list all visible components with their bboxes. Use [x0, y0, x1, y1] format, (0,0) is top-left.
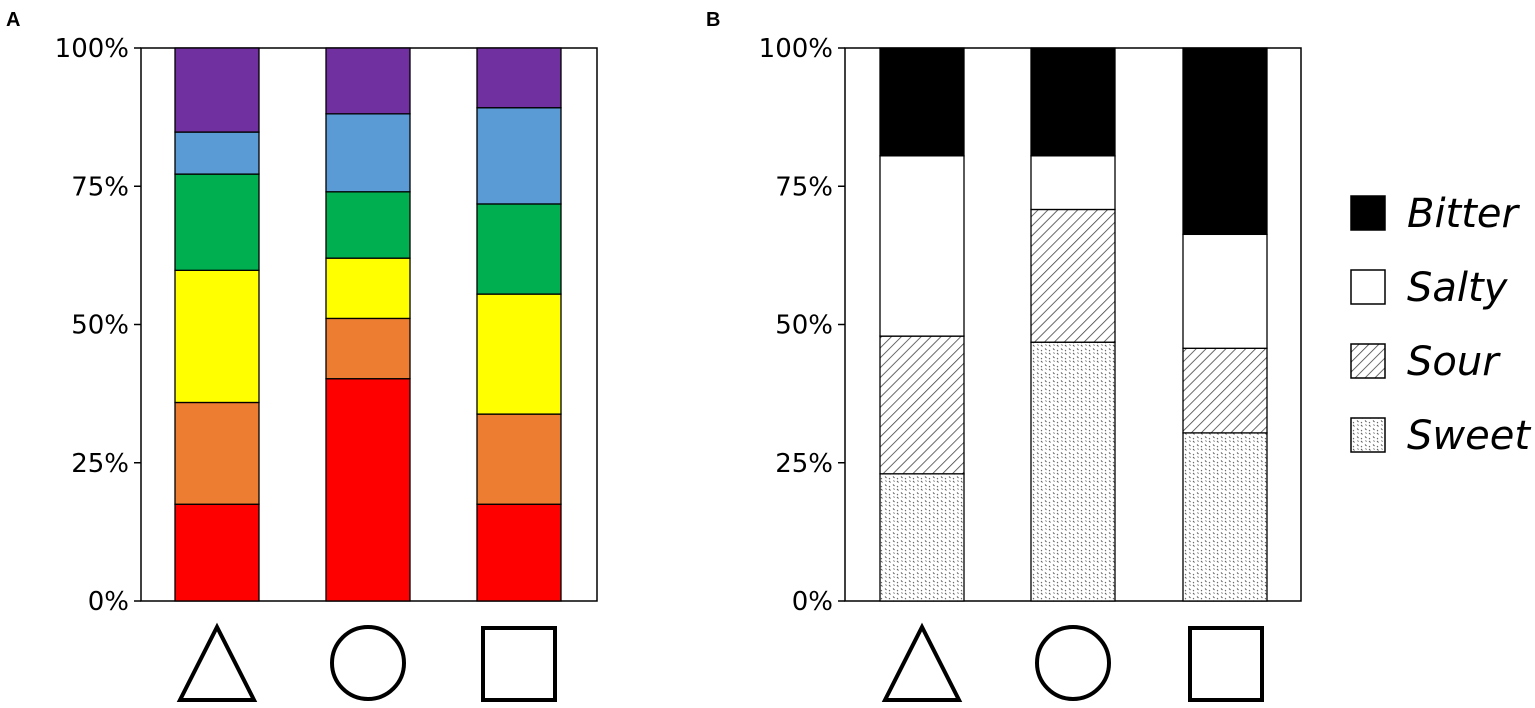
bar-segment [325, 317, 411, 380]
panel-a-label: A [6, 9, 20, 31]
bar-segment [325, 47, 411, 115]
y-tick-label: 75% [71, 172, 129, 202]
bars-b [879, 47, 1268, 602]
legend-label: Bitter [1407, 191, 1521, 237]
y-tick-label: 75% [775, 172, 833, 202]
bars-a [174, 47, 562, 602]
bar-segment [174, 269, 260, 404]
bar-segment [174, 131, 260, 175]
legend-swatch [1350, 343, 1386, 379]
bar-segment [1182, 233, 1268, 349]
bar-segment [1030, 341, 1116, 602]
y-axis-b: 0% 25% 50% 75% 100% [759, 34, 845, 617]
y-tick-label: 50% [775, 311, 833, 341]
y-tick-label: 0% [88, 587, 129, 617]
bar-segment [879, 473, 965, 602]
bar-segment [476, 203, 562, 295]
legend-label: Sweet [1407, 413, 1531, 459]
x-axis-b [881, 622, 1264, 702]
bar-segment [1030, 155, 1116, 211]
bar-segment [476, 413, 562, 505]
bar-segment [879, 335, 965, 475]
square-icon [481, 626, 557, 702]
legend-swatch [1350, 417, 1386, 453]
bar-segment [476, 47, 562, 109]
panel-a: A 0% 25% 50% 75% 100% [6, 9, 598, 702]
panel-b: B 0% 25% 50% 75% 100% Bitter Salty Sour Sweet [706, 9, 1531, 702]
bar-segment [1182, 47, 1268, 236]
bar-segment [1030, 208, 1116, 343]
bar-segment [174, 173, 260, 271]
bar-segment [879, 47, 965, 157]
bar-segment [325, 191, 411, 259]
legend: Bitter Salty Sour Sweet [1350, 191, 1531, 459]
legend-label: Sour [1407, 339, 1501, 385]
legend-swatch [1350, 195, 1386, 231]
bar-segment [174, 503, 260, 602]
circle-icon [330, 625, 406, 701]
y-axis-a: 0% 25% 50% 75% 100% [55, 34, 141, 617]
bar-segment [1030, 47, 1116, 157]
y-tick-label: 50% [71, 311, 129, 341]
bar-segment [1182, 347, 1268, 434]
bar-segment [879, 155, 965, 337]
bar-segment [325, 257, 411, 320]
x-axis-a [176, 622, 557, 702]
panel-b-label: B [706, 9, 720, 31]
y-tick-label: 0% [792, 587, 833, 617]
bar-segment [476, 503, 562, 602]
bar-segment [174, 47, 260, 133]
triangle-icon [881, 622, 963, 702]
bar-segment [325, 113, 411, 193]
bar-segment [325, 378, 411, 602]
bar-segment [476, 293, 562, 415]
bar-segment [1182, 432, 1268, 602]
square-icon [1188, 626, 1264, 702]
legend-label: Salty [1407, 265, 1509, 311]
y-tick-label: 100% [55, 34, 129, 64]
legend-swatch [1350, 269, 1386, 305]
y-tick-label: 25% [775, 449, 833, 479]
circle-icon [1035, 625, 1111, 701]
y-tick-label: 25% [71, 449, 129, 479]
bar-segment [174, 401, 260, 505]
triangle-icon [176, 622, 258, 702]
bar-segment [476, 107, 562, 205]
y-tick-label: 100% [759, 34, 833, 64]
